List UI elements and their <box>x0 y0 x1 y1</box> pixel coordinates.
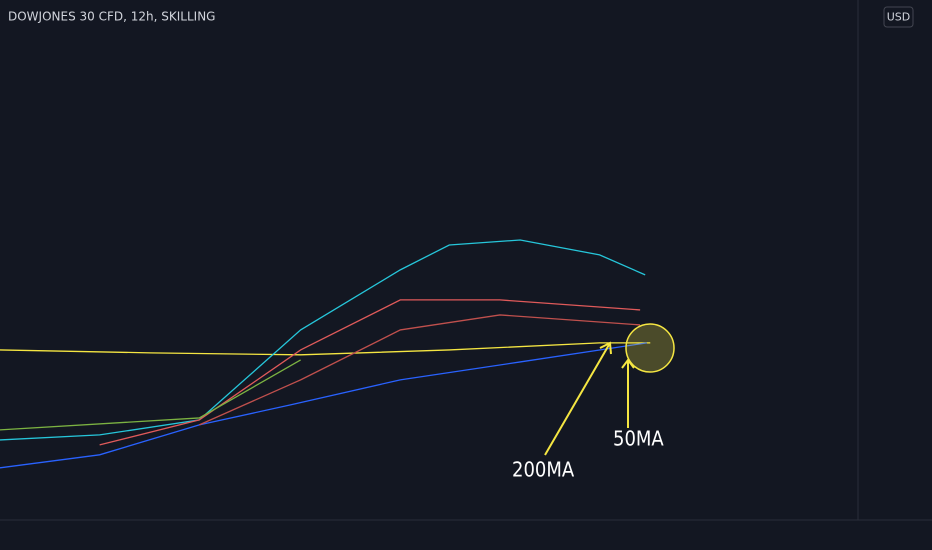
moving-average <box>99 299 641 446</box>
moving-average <box>0 342 651 356</box>
arrow <box>544 342 611 456</box>
highlight-circle <box>625 323 675 373</box>
annotation: 50MA <box>613 427 664 451</box>
price-axis <box>858 0 932 550</box>
moving-average <box>0 359 301 431</box>
moving-average <box>0 342 647 469</box>
currency-label[interactable]: USD <box>887 11 911 24</box>
moving-averages <box>0 239 651 469</box>
moving-average <box>0 239 646 441</box>
arrow-head <box>599 341 612 355</box>
annotations: 200MA 50MA <box>512 323 675 482</box>
chart-title: DOWJONES 30 CFD, 12h, SKILLING <box>8 10 215 24</box>
moving-average <box>199 314 641 426</box>
annotation: 200MA <box>512 458 575 482</box>
currency-button[interactable] <box>883 6 914 28</box>
arrow-head <box>621 358 635 369</box>
